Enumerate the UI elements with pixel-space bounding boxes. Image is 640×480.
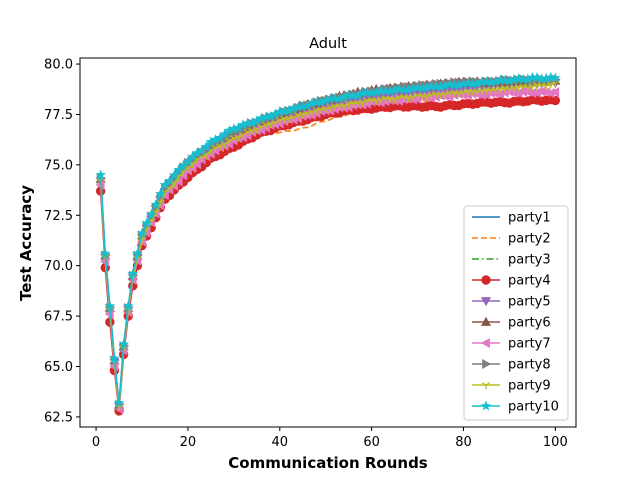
- legend-label: party10: [508, 400, 559, 415]
- x-axis-ticks: 0 20 40 60 80 100: [92, 427, 568, 450]
- y-axis-label: Test Accuracy: [17, 185, 35, 301]
- data-point: [234, 134, 243, 142]
- y-tick-label: 70.0: [44, 259, 73, 274]
- legend-item-party1: party1: [472, 211, 551, 226]
- series-party10: [95, 71, 561, 408]
- data-point: [145, 209, 157, 220]
- plot-frame: [79, 57, 577, 428]
- legend-item-party9: party9: [472, 379, 551, 394]
- data-point: [444, 78, 456, 90]
- legend-item-party8: party8: [472, 358, 551, 373]
- data-point: [271, 119, 280, 128]
- x-tick-label: 100: [543, 435, 568, 450]
- data-point: [339, 102, 349, 110]
- legend-item-party5: party5: [472, 295, 551, 310]
- data-point: [109, 352, 120, 363]
- plot-area: [79, 57, 577, 428]
- data-point: [141, 217, 152, 228]
- data-point: [550, 95, 561, 106]
- data-point: [257, 124, 266, 132]
- x-tick-label: 0: [92, 435, 100, 450]
- x-tick-label: 60: [363, 435, 380, 450]
- legend-marker: [480, 337, 490, 349]
- data-point: [549, 72, 561, 83]
- data-point: [430, 80, 442, 91]
- legend-label: party4: [508, 274, 551, 289]
- legend-label: party6: [508, 316, 551, 331]
- legend-label: party9: [508, 379, 551, 394]
- data-point: [238, 132, 248, 140]
- data-point: [182, 155, 194, 167]
- data-point: [215, 143, 225, 151]
- data-point: [113, 397, 125, 408]
- data-point: [118, 338, 129, 349]
- series-layer: [95, 71, 561, 416]
- legend-marker: [480, 400, 492, 411]
- data-point: [95, 169, 107, 180]
- legend-item-party2: party2: [472, 232, 551, 247]
- data-point: [393, 83, 405, 94]
- data-point: [220, 141, 229, 149]
- data-point: [545, 71, 557, 82]
- data-point: [289, 114, 298, 122]
- x-axis-label: Communication Rounds: [228, 454, 428, 472]
- data-point: [321, 106, 330, 114]
- data-point: [551, 80, 560, 88]
- legend-marker: [482, 358, 492, 370]
- legend-label: party7: [508, 337, 551, 352]
- legend-marker: [481, 382, 491, 390]
- x-tick-label: 80: [455, 435, 472, 450]
- data-point: [550, 87, 560, 98]
- y-tick-label: 75.0: [44, 158, 73, 173]
- legend: party1 party2 party3 party4 party5 party6 part…: [463, 205, 569, 421]
- data-point: [104, 300, 116, 311]
- data-point: [225, 137, 234, 145]
- data-point: [136, 227, 148, 238]
- y-tick-label: 65.0: [44, 360, 73, 375]
- data-point: [168, 169, 180, 180]
- legend-marker: [480, 297, 492, 307]
- data-point: [99, 247, 111, 259]
- data-point: [132, 247, 143, 259]
- data-point: [122, 300, 134, 311]
- y-axis-ticks: 62.5 65.0 67.5 70.0 72.5 75.0 77.5 80.0: [44, 58, 80, 425]
- legend-label: party1: [508, 211, 551, 226]
- y-tick-label: 62.5: [44, 410, 73, 425]
- data-point: [481, 76, 492, 87]
- x-tick-label: 20: [180, 435, 197, 450]
- y-tick-label: 80.0: [44, 58, 73, 73]
- legend-item-party3: party3: [472, 253, 551, 268]
- series-party9: [96, 80, 560, 412]
- data-point: [252, 126, 261, 134]
- x-tick-label: 40: [272, 435, 289, 450]
- legend-label: party8: [508, 358, 551, 373]
- legend-item-party10: party10: [472, 400, 559, 415]
- data-point: [127, 268, 139, 279]
- chart-title: Adult: [309, 36, 347, 52]
- legend-marker: [481, 275, 491, 285]
- legend-label: party5: [508, 295, 551, 310]
- legend-item-party7: party7: [472, 337, 551, 352]
- legend-label: party3: [508, 253, 551, 268]
- data-point: [155, 188, 166, 199]
- y-tick-label: 77.5: [44, 108, 73, 123]
- data-point: [303, 111, 312, 119]
- legend-marker: [480, 316, 492, 326]
- data-point: [307, 109, 317, 117]
- y-tick-label: 67.5: [44, 310, 73, 325]
- legend-label: party2: [508, 232, 551, 247]
- legend-item-party4: party4: [472, 274, 551, 289]
- data-point: [164, 175, 175, 186]
- data-point: [150, 199, 162, 210]
- y-tick-label: 72.5: [44, 209, 73, 224]
- legend-item-party6: party6: [472, 316, 551, 331]
- data-point: [200, 141, 212, 152]
